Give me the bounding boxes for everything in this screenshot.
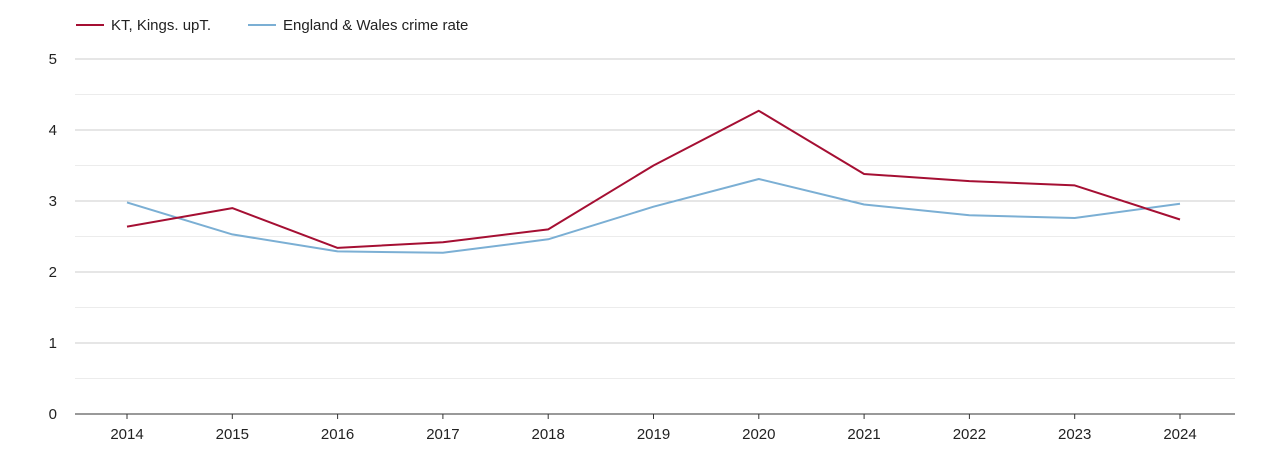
y-tick-label: 4: [49, 122, 57, 139]
y-tick-label: 0: [49, 406, 57, 423]
x-tick-label: 2019: [637, 426, 670, 443]
chart-gridlines: [75, 58, 1235, 379]
x-tick-label: 2020: [742, 426, 775, 443]
series-line-0[interactable]: [126, 109, 1181, 249]
y-tick-label: 3: [49, 193, 57, 210]
x-tick-label: 2024: [1163, 426, 1196, 443]
legend-label-series-0: KT, Kings. upT.: [111, 17, 211, 34]
x-tick-label: 2023: [1058, 426, 1091, 443]
y-tick-label: 1: [49, 335, 57, 352]
x-tick-label: 2014: [110, 426, 143, 443]
y-tick-label: 5: [49, 51, 57, 68]
series-line-1[interactable]: [126, 178, 1181, 254]
legend-item-series-0[interactable]: KT, Kings. upT.: [76, 17, 211, 34]
y-tick-label: 2: [49, 264, 57, 281]
x-tick-label: 2021: [847, 426, 880, 443]
x-tick-label: 2017: [426, 426, 459, 443]
x-tick-label: 2022: [953, 426, 986, 443]
legend-label-series-1: England & Wales crime rate: [283, 17, 468, 34]
chart-legend: KT, Kings. upT. England & Wales crime ra…: [76, 17, 468, 34]
x-tick-label: 2015: [216, 426, 249, 443]
x-tick-label: 2018: [532, 426, 565, 443]
legend-item-series-1[interactable]: England & Wales crime rate: [248, 17, 468, 34]
x-tick-label: 2016: [321, 426, 354, 443]
y-axis-tick-labels: 0 1 2 3 4 5: [49, 51, 57, 423]
chart-series: [126, 109, 1181, 254]
x-axis-tick-labels: 2014 2015 2016 2017 2018 2019 2020 2021 2022 2023…: [110, 414, 1197, 443]
